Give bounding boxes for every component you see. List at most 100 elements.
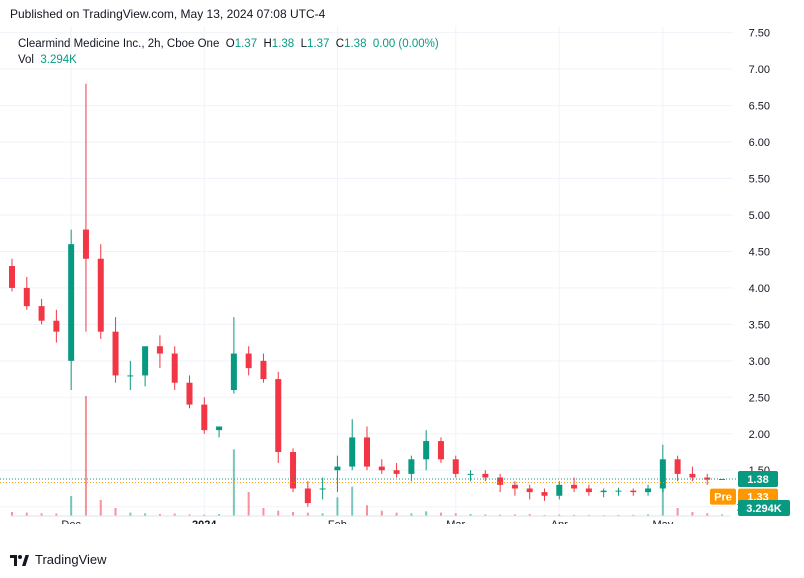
- change-value: 0.00 (0.00%): [372, 38, 439, 50]
- publish-text: Published on TradingView.com, May 13, 20…: [10, 7, 326, 21]
- candle: [68, 229, 75, 391]
- volume-bar: [454, 513, 457, 516]
- candle: [156, 335, 163, 369]
- tradingview-footer[interactable]: TradingView: [10, 552, 107, 567]
- volume-bar: [84, 396, 87, 516]
- candle: [201, 397, 208, 434]
- candle: [112, 317, 119, 383]
- price-tick-label: 5.50: [749, 174, 770, 186]
- candle: [615, 487, 622, 496]
- candle: [571, 477, 578, 493]
- svg-text:Pre: Pre: [714, 492, 732, 504]
- candle: [304, 481, 311, 507]
- volume-bar: [439, 512, 442, 516]
- price-tick-label: 6.50: [749, 101, 770, 113]
- candle: [23, 276, 30, 310]
- volume-bar: [351, 486, 354, 516]
- candle: [511, 481, 518, 496]
- candle: [378, 459, 385, 474]
- volume-bar: [499, 514, 502, 516]
- candle: [408, 455, 415, 482]
- candle: [319, 477, 326, 500]
- publish-header: Published on TradingView.com, May 13, 20…: [10, 7, 325, 21]
- candle: [482, 470, 489, 482]
- volume-bar: [203, 514, 206, 516]
- ohlc-row: Clearmind Medicine Inc., 2h, Cboe One O1…: [18, 38, 439, 50]
- time-tick-label: Dec: [61, 519, 81, 524]
- volume-bar: [543, 514, 546, 516]
- time-tick-label: Feb: [328, 519, 347, 524]
- volume-bar: [706, 513, 709, 516]
- symbol-name: Clearmind Medicine Inc., 2h, Cboe One: [18, 38, 220, 50]
- candle: [704, 473, 711, 485]
- price-tick-label: 2.00: [749, 429, 770, 441]
- volume-bar: [558, 514, 561, 516]
- candle: [645, 484, 652, 496]
- volume-bar: [173, 513, 176, 516]
- candle: [689, 466, 696, 482]
- candle: [541, 488, 548, 501]
- price-chart[interactable]: 7.50 7.00 6.50 6.00 5.50 5.00 4.50 4.00 3.50 3.00…: [0, 26, 804, 524]
- candle: [97, 244, 104, 339]
- candle: [349, 419, 356, 471]
- candle: [53, 309, 60, 343]
- candle: [497, 473, 504, 493]
- price-tick-label: 6.00: [749, 137, 770, 149]
- last-price-tag: 1.38: [738, 470, 778, 487]
- candle: [393, 462, 400, 478]
- candle: [142, 346, 149, 387]
- time-axis: Dec 2024 Feb Mar Apr May: [61, 519, 673, 524]
- volume-bar: [380, 510, 383, 516]
- tradingview-logo-icon: [10, 554, 29, 566]
- volume-bar: [129, 512, 132, 516]
- volume-bar: [188, 514, 191, 516]
- volume-row: Vol 3.294K: [18, 52, 439, 68]
- time-tick-label: May: [652, 519, 673, 524]
- volume-bar: [55, 513, 58, 516]
- price-reference-lines: [0, 478, 738, 484]
- candle: [556, 481, 563, 500]
- low-value: 1.37: [306, 38, 330, 50]
- volume-bar: [25, 512, 28, 516]
- volume-bar: [114, 508, 117, 516]
- svg-text:3.294K: 3.294K: [746, 503, 782, 515]
- candle: [600, 488, 607, 498]
- volume-bar: [484, 514, 487, 516]
- candle: [719, 478, 725, 480]
- time-tick-label: 2024: [192, 519, 217, 524]
- candle: [674, 455, 681, 482]
- candle: [467, 470, 474, 482]
- volume-tag: 3.294K: [738, 500, 790, 516]
- candle: [275, 371, 282, 463]
- volume-bar: [632, 514, 635, 516]
- volume-bar: [617, 514, 620, 516]
- volume-bar: [336, 497, 339, 516]
- price-tick-label: 2.50: [749, 392, 770, 404]
- candle: [230, 317, 237, 394]
- close-value: 1.38: [344, 38, 367, 50]
- volume-bar: [144, 513, 147, 516]
- volume-bar: [247, 492, 250, 516]
- candle: [659, 444, 666, 493]
- volume-bar: [40, 513, 43, 516]
- volume-bar: [99, 500, 102, 516]
- candle: [9, 258, 15, 292]
- brand-name: TradingView: [35, 552, 107, 567]
- time-tick-label: Mar: [446, 519, 465, 524]
- candle: [82, 83, 89, 332]
- volume-bar: [513, 514, 516, 516]
- high-value: 1.38: [271, 38, 295, 50]
- candle: [630, 488, 637, 496]
- volume-label: Vol: [18, 54, 34, 66]
- candle: [245, 346, 252, 376]
- volume-bar: [321, 513, 324, 516]
- volume-bar: [395, 512, 398, 516]
- volume-bar: [587, 514, 590, 516]
- volume-bar: [292, 512, 295, 516]
- volume-bar: [158, 514, 161, 516]
- price-tick-label: 3.50: [749, 319, 770, 331]
- candle: [171, 346, 178, 391]
- volume-bar: [277, 510, 280, 516]
- candle: [452, 455, 459, 478]
- price-tick-label: 4.50: [749, 246, 770, 258]
